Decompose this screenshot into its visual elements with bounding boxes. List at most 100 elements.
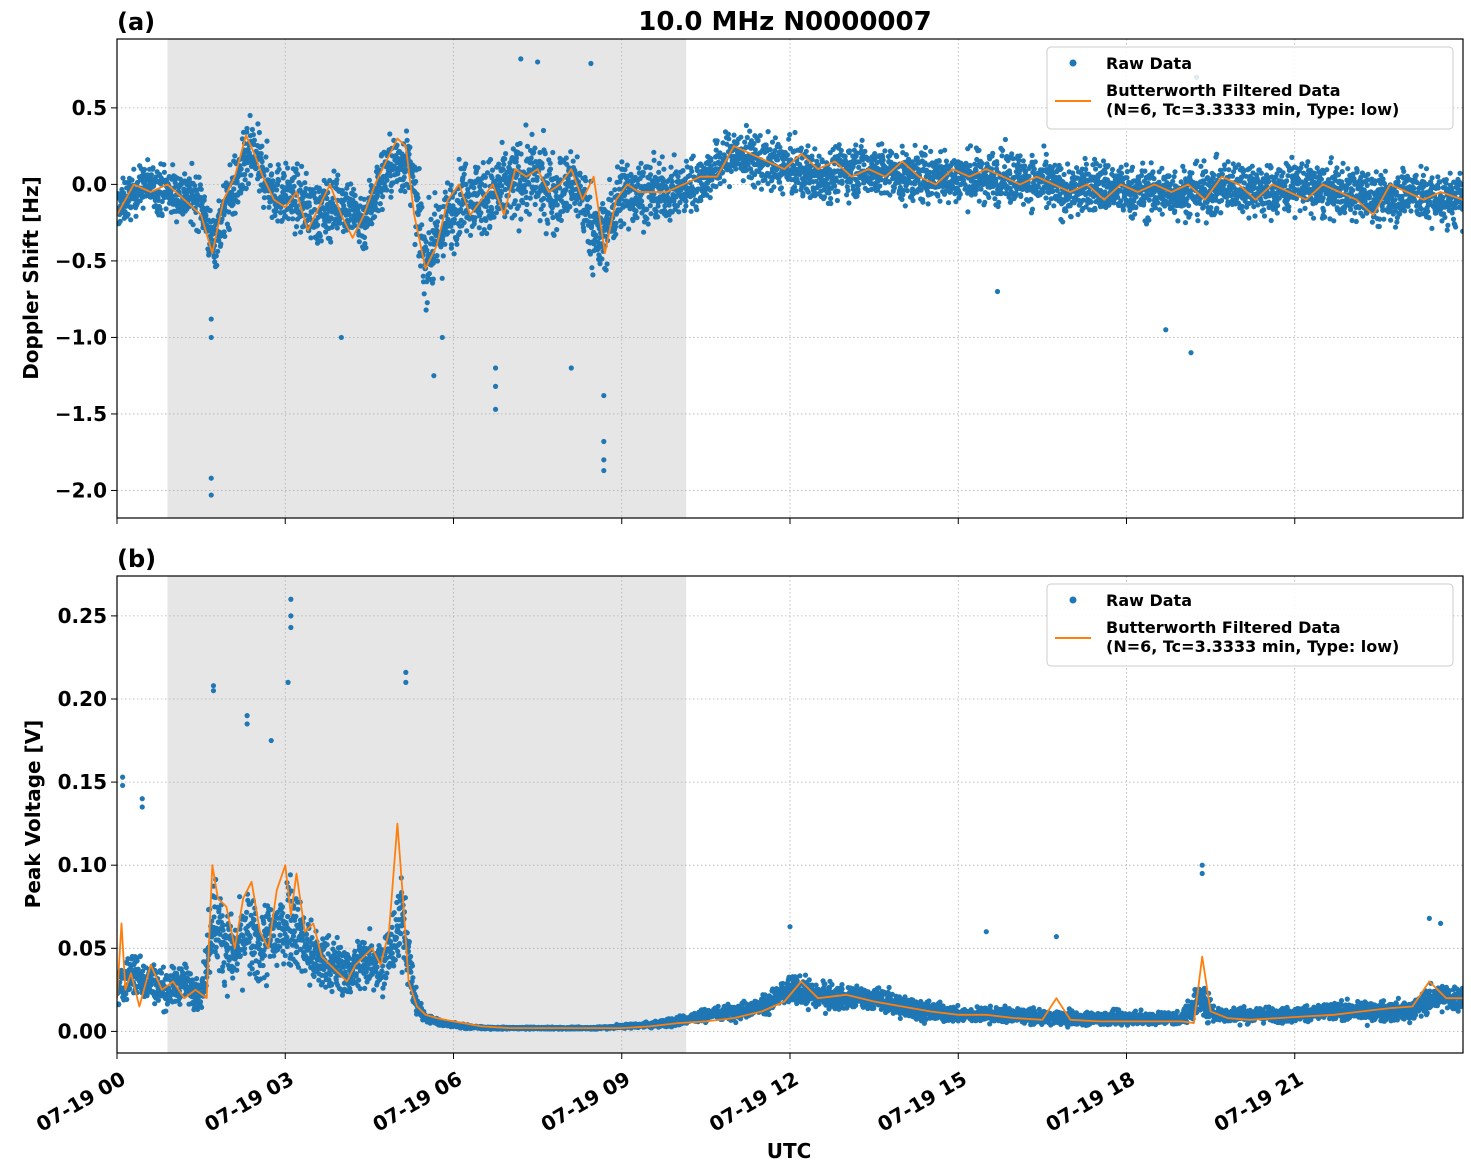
raw-data-point [743,167,750,173]
raw-data-point [1369,219,1375,225]
raw-data-point [880,157,886,163]
raw-data-point [293,166,299,172]
raw-data-point [967,162,973,169]
raw-data-point [1044,204,1050,211]
raw-data-point [424,247,430,253]
raw-data-point [541,211,547,217]
raw-data-point [1109,166,1116,173]
raw-data-point [1040,173,1046,179]
raw-data-point [1325,177,1332,183]
raw-data-point [655,203,661,209]
raw-data-point [607,176,613,183]
raw-data-point [159,212,165,219]
raw-data-point [1293,196,1299,202]
raw-data-point [465,186,471,192]
raw-data-point [303,170,309,176]
raw-data-point [1292,215,1298,221]
raw-data-point [957,191,963,197]
raw-data-point [274,187,280,193]
raw-data-point [1289,154,1295,160]
raw-data-point [1151,176,1157,182]
raw-data-point [1282,183,1288,189]
raw-data-point [161,162,167,168]
raw-data-point [1350,171,1356,177]
raw-data-point [935,193,941,199]
raw-data-point [869,181,875,187]
raw-data-point [423,307,429,313]
raw-data-point [416,166,422,172]
raw-data-point [527,195,533,201]
raw-data-point [622,192,628,198]
raw-data-point [1180,163,1186,169]
raw-data-point [1360,213,1366,219]
raw-data-point [755,180,761,186]
raw-data-point [572,167,578,173]
raw-data-point [528,155,534,161]
raw-data-point [992,196,998,202]
raw-data-point [1124,175,1130,181]
raw-data-point [608,197,614,203]
raw-data-point [590,272,596,278]
raw-data-point [516,203,522,209]
raw-data-point [839,180,845,186]
raw-data-point [865,157,871,163]
raw-data-point [659,154,665,160]
raw-data-point [1187,211,1193,217]
raw-data-point [420,273,426,279]
raw-data-point [1217,167,1224,173]
raw-data-point [524,143,531,149]
raw-data-point [875,187,881,193]
raw-data-point [273,204,280,210]
raw-data-point [1317,172,1323,178]
raw-data-point [971,179,977,185]
raw-data-point [157,206,163,212]
raw-data-point [534,174,540,180]
raw-data-point [155,197,161,203]
raw-data-point [372,214,378,220]
raw-data-point [1243,173,1249,179]
raw-data-point [341,203,347,209]
raw-data-point [481,227,487,233]
raw-data-point [491,214,497,220]
raw-data-point [647,172,654,178]
raw-data-point [256,129,262,136]
raw-data-point [267,162,273,169]
raw-data-point [1181,168,1187,174]
raw-data-point [922,160,928,166]
raw-data-point [585,209,591,215]
raw-data-point [805,143,811,149]
raw-data-point [489,167,496,173]
raw-data-point [859,137,865,143]
raw-data-point [281,173,287,179]
raw-data-point [1382,168,1388,174]
raw-data-point [999,190,1005,196]
raw-data-point [963,161,969,167]
raw-data-point [454,236,460,242]
raw-data-point [792,129,798,136]
raw-data-point [912,142,918,148]
raw-data-point [647,203,653,209]
raw-data-point [1007,171,1013,177]
raw-data-point [329,216,335,222]
raw-data-point [628,173,634,179]
raw-data-point [1208,184,1214,190]
raw-data-point [513,159,519,165]
raw-data-point [542,151,548,157]
raw-data-point [802,180,809,186]
raw-data-point [426,194,432,200]
raw-data-point [1305,159,1311,165]
raw-data-point [1175,218,1181,224]
raw-data-point [982,199,988,205]
raw-data-point [403,166,409,173]
raw-data-point [1225,159,1231,165]
raw-data-point [251,137,257,143]
raw-data-point [520,200,526,206]
raw-data-point [1335,172,1342,178]
raw-data-point [221,212,227,218]
raw-data-point [644,216,650,222]
raw-data-point [503,151,509,157]
raw-data-point [1083,204,1089,210]
raw-data-point [471,185,477,191]
raw-data-point [856,164,862,170]
